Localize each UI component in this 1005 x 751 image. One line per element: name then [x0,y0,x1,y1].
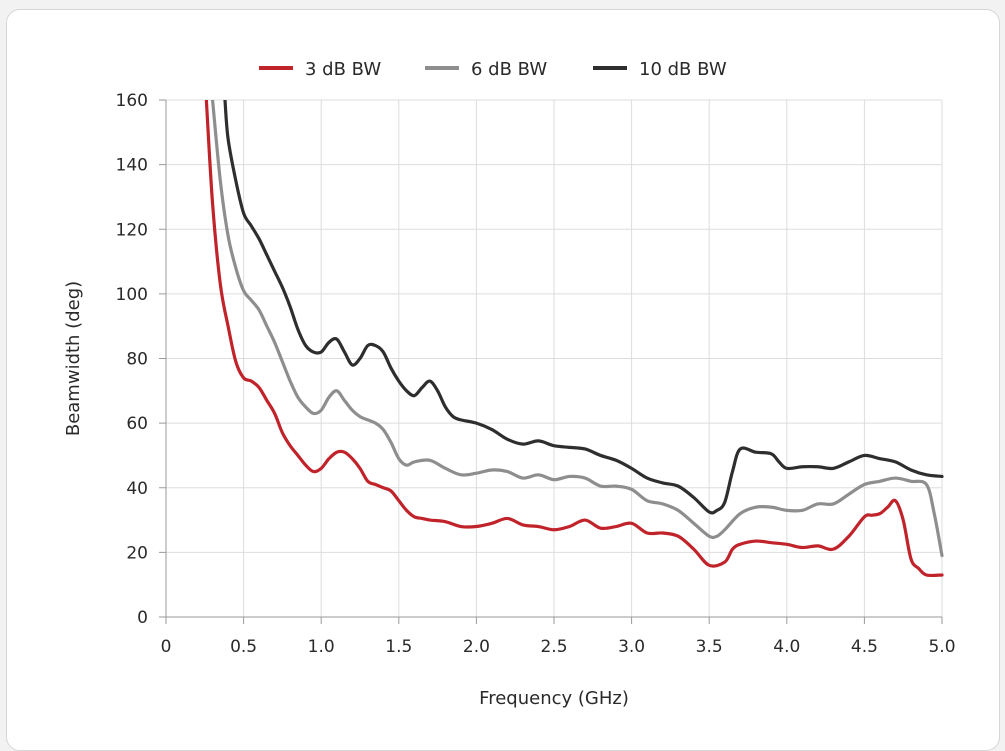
x-tick-label: 2.5 [540,637,567,657]
x-tick-label: 1.0 [308,637,335,657]
y-tick-label: 160 [116,91,148,111]
legend: 3 dB BW 6 dB BW 10 dB BW [259,59,727,80]
x-tick-label: 0.5 [230,637,257,657]
legend-label-3-db-bw: 3 dB BW [305,59,381,80]
y-tick-label: 80 [126,350,148,370]
x-tick-label: 2.0 [463,637,490,657]
x-tick-label: 0 [161,637,172,657]
y-tick-label: 0 [137,608,148,628]
x-tick-label: 4.5 [851,637,878,657]
y-tick-label: 20 [126,543,148,563]
y-tick-label: 60 [126,414,148,434]
series-line-10-db-bw [223,100,944,515]
series-lines [204,100,944,578]
y-axis-label: Beamwidth (deg) [63,281,84,436]
y-tick-label: 140 [116,156,148,176]
y-tick-label: 120 [116,220,148,240]
axes: 0 0.5 1.0 1.5 2.0 2.5 3.0 3.5 4.0 4.5 5.0 0 20 40 60 80… [116,91,956,657]
x-tick-label: 4.0 [773,637,800,657]
x-tick-label: 5.0 [928,637,955,657]
x-axis-label: Frequency (GHz) [479,688,629,709]
x-tick-label: 1.5 [385,637,412,657]
series-line-3-db-bw [204,100,944,578]
beamwidth-chart: 0 0.5 1.0 1.5 2.0 2.5 3.0 3.5 4.0 4.5 5.0 0 20 40 60 80… [63,59,956,709]
legend-label-10-db-bw: 10 dB BW [639,59,727,80]
y-tick-label: 100 [116,285,148,305]
x-tick-label: 3.0 [618,637,645,657]
y-tick-label: 40 [126,479,148,499]
legend-label-6-db-bw: 6 dB BW [471,59,547,80]
x-tick-label: 3.5 [696,637,723,657]
chart-card [6,9,1000,751]
series-line-6-db-bw [210,100,944,558]
